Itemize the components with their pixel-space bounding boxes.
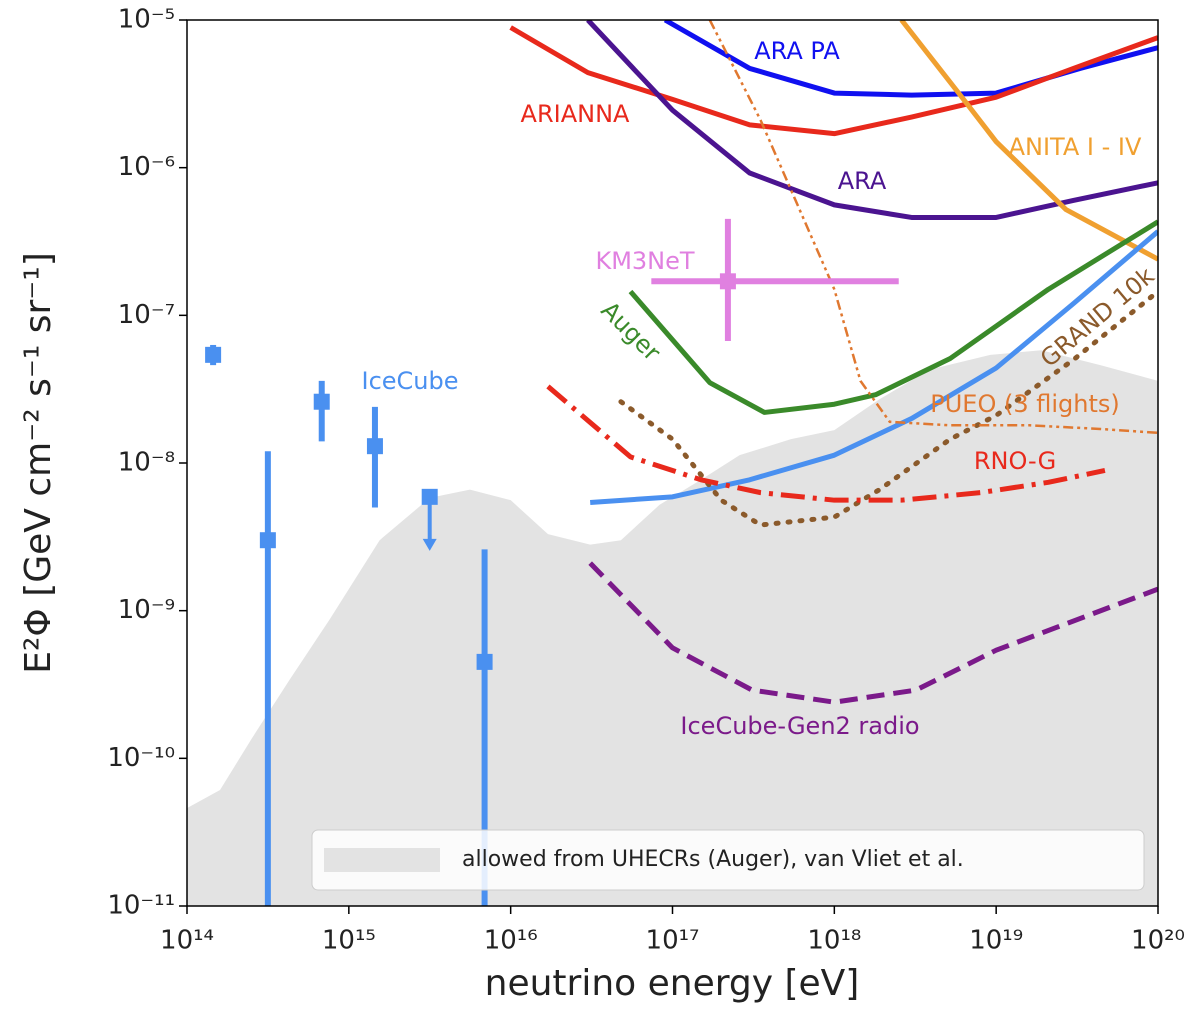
line: [590, 229, 1158, 506]
x-tick-label: 10¹⁶: [484, 926, 538, 956]
line: [509, 25, 1158, 137]
line: [899, 20, 1158, 262]
y-tick-label: 10⁻⁶: [118, 152, 175, 182]
series-label: ARA PA: [754, 37, 840, 65]
x-tick-label: 10¹⁵: [322, 926, 376, 956]
series-label: KM3NeT: [595, 247, 694, 275]
point: [366, 438, 383, 455]
line: [546, 384, 1106, 503]
series-label: ANITA I - IV: [1009, 133, 1142, 161]
y-tick-label: 10⁻⁷: [118, 300, 175, 330]
series-label: IceCube: [361, 367, 458, 395]
line: [588, 561, 1158, 705]
series-label: PUEO (3 flights): [930, 390, 1120, 418]
y-tick-label: 10⁻¹⁰: [107, 743, 175, 773]
point: [719, 273, 736, 290]
y-tick-label: 10⁻⁵: [118, 5, 175, 35]
line: [708, 20, 1158, 435]
x-tick-label: 10²⁰: [1131, 926, 1185, 956]
series-label: IceCube-Gen2 radio: [680, 712, 919, 740]
x-tick-label: 10¹⁸: [807, 926, 861, 956]
y-tick-label: 10⁻⁹: [118, 595, 175, 625]
legend-swatch: [324, 848, 440, 872]
y-tick-label: 10⁻¹¹: [107, 891, 175, 921]
point: [259, 532, 276, 549]
x-tick-label: 10¹⁹: [969, 926, 1023, 956]
point: [313, 393, 330, 410]
line: [628, 219, 1158, 415]
x-axis-label: neutrino energy [eV]: [485, 963, 860, 1004]
point: [205, 346, 222, 363]
line: [618, 289, 1158, 528]
series-label: RNO-G: [974, 447, 1056, 475]
legend-label: allowed from UHECRs (Auger), van Vliet e…: [462, 847, 964, 872]
x-tick-label: 10¹⁴: [160, 926, 214, 956]
series-label: Auger: [596, 296, 666, 366]
upper-limit-point: [421, 488, 438, 505]
series-label: ARA: [838, 167, 887, 195]
area: [187, 350, 1158, 906]
upper-limit-head: [422, 538, 437, 551]
y-tick-label: 10⁻⁸: [118, 448, 175, 478]
x-tick-label: 10¹⁷: [646, 926, 700, 956]
legend-box: [311, 829, 1145, 891]
y-axis-label: E²Φ [GeV cm⁻² s⁻¹ sr⁻¹]: [18, 252, 59, 674]
series-label: ARIANNA: [521, 100, 630, 128]
point: [476, 653, 493, 670]
